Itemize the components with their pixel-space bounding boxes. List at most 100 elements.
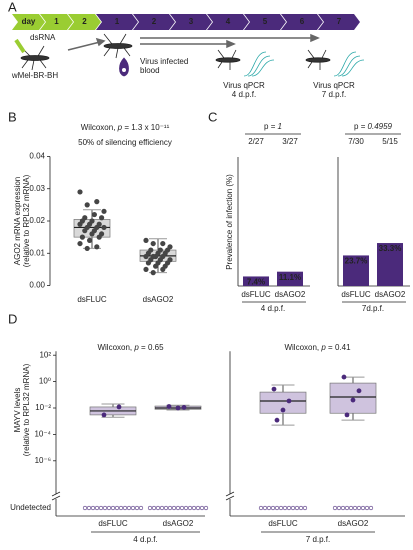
title: p = 0.4959 bbox=[354, 122, 393, 131]
undetected-point bbox=[368, 505, 374, 511]
x-tick-label: dsFLUC bbox=[98, 519, 128, 528]
data-point bbox=[145, 260, 151, 266]
undetected-point bbox=[336, 505, 342, 511]
day-label: 7 bbox=[337, 17, 342, 26]
undetected-point bbox=[110, 505, 116, 511]
data-point bbox=[350, 397, 356, 403]
undetected-point bbox=[199, 505, 205, 511]
x-tick-label: dsFLUC bbox=[241, 290, 271, 299]
undetected-point bbox=[86, 505, 92, 511]
title: p = 1 bbox=[264, 122, 282, 131]
arrow bbox=[67, 37, 106, 51]
day-chevron bbox=[12, 14, 45, 30]
day-label: 1 bbox=[115, 17, 120, 26]
group-label: 4 d.p.f. bbox=[133, 535, 157, 544]
undetected-point bbox=[278, 505, 284, 511]
count-label: 5/15 bbox=[382, 137, 398, 146]
qpcr-label: Virus qPCR bbox=[223, 81, 265, 90]
data-point bbox=[271, 386, 277, 392]
undetected-point bbox=[191, 505, 197, 511]
data-point bbox=[79, 234, 85, 240]
data-point bbox=[280, 407, 286, 413]
data-point bbox=[286, 398, 292, 404]
qpcr-label: 7 d.p.f. bbox=[322, 90, 346, 99]
data-point bbox=[101, 224, 107, 231]
undetected-point bbox=[286, 505, 292, 511]
undetected-point bbox=[302, 505, 308, 511]
x-tick-label: dsAGO2 bbox=[338, 519, 369, 528]
undetected-point bbox=[183, 505, 189, 511]
bar bbox=[343, 255, 369, 286]
data-point bbox=[101, 412, 107, 418]
x-tick-label: dsFLUC bbox=[268, 519, 298, 528]
data-point bbox=[84, 245, 90, 252]
data-point bbox=[77, 240, 83, 247]
mosquito-3 bbox=[215, 49, 275, 77]
undetected-point bbox=[270, 505, 276, 511]
undetected-point bbox=[163, 505, 169, 511]
title-part: p bbox=[133, 343, 139, 352]
data-point bbox=[143, 237, 149, 243]
y-tick-label: 0.04 bbox=[29, 152, 45, 161]
subtitle: 50% of silencing efficiency bbox=[78, 138, 172, 147]
undetected-point bbox=[102, 505, 108, 511]
axis-break bbox=[225, 491, 235, 501]
undetected-point bbox=[94, 505, 100, 511]
title-part: p bbox=[117, 123, 123, 132]
x-tick-label: dsAGO2 bbox=[143, 295, 174, 304]
undetected-point bbox=[106, 505, 112, 511]
undetected-point bbox=[258, 505, 264, 511]
day-chevron bbox=[68, 14, 101, 30]
undetected-point bbox=[360, 505, 366, 511]
value-label: 23.7% bbox=[345, 257, 368, 266]
data-point bbox=[166, 404, 172, 409]
y-tick-label: 0.02 bbox=[29, 216, 45, 225]
panel-label: A bbox=[8, 0, 17, 14]
undetected-point bbox=[262, 505, 268, 511]
panel-label: D bbox=[8, 311, 17, 326]
undetected-label: Undetected bbox=[10, 503, 51, 512]
day-label: 5 bbox=[263, 17, 268, 26]
undetected-point bbox=[90, 505, 96, 511]
data-point bbox=[116, 404, 122, 410]
box bbox=[259, 391, 307, 414]
day-chevron bbox=[96, 14, 138, 30]
undetected-point bbox=[356, 505, 362, 511]
group-label: 4 d.p.f. bbox=[261, 304, 285, 313]
day-label: 4 bbox=[226, 17, 231, 26]
title-part: p bbox=[354, 122, 359, 131]
mosquito-4 bbox=[305, 49, 365, 77]
title-part: = 1 bbox=[268, 122, 282, 131]
value-label: 7.4% bbox=[247, 278, 265, 287]
y-axis-label: (relative to RPL32 mRNA) bbox=[22, 174, 31, 267]
undetected-point bbox=[290, 505, 296, 511]
undetected-point bbox=[171, 505, 177, 511]
data-point bbox=[94, 244, 100, 250]
count-label: 3/27 bbox=[282, 137, 298, 146]
day-label: 6 bbox=[300, 17, 305, 26]
day-chevron bbox=[170, 14, 212, 30]
day-chevron bbox=[133, 14, 175, 30]
undetected-point bbox=[134, 505, 140, 511]
day-label: 2 bbox=[152, 17, 157, 26]
qpcr-label: 4 d.p.f. bbox=[232, 90, 256, 99]
data-point bbox=[77, 221, 83, 227]
title: Wilcoxon, p = 1.3 x 10⁻¹¹ bbox=[81, 123, 170, 132]
data-point bbox=[160, 240, 166, 247]
data-point bbox=[153, 263, 159, 269]
day-chevron bbox=[318, 14, 360, 30]
title-part: Wilcoxon, bbox=[284, 343, 321, 352]
undetected-point bbox=[348, 505, 354, 511]
data-point bbox=[274, 417, 280, 423]
arrows bbox=[140, 33, 320, 49]
undetected-point bbox=[98, 505, 104, 511]
title-part: = 0.4959 bbox=[358, 122, 392, 131]
x-tick-label: dsAGO2 bbox=[375, 290, 406, 299]
mosquito-2 bbox=[103, 33, 133, 77]
undetected-point bbox=[167, 505, 173, 511]
timeline bbox=[14, 33, 365, 77]
undetected-point bbox=[298, 505, 304, 511]
day-label: 1 bbox=[54, 17, 59, 26]
bar bbox=[277, 271, 303, 286]
y-tick-label: 0.01 bbox=[29, 248, 45, 257]
